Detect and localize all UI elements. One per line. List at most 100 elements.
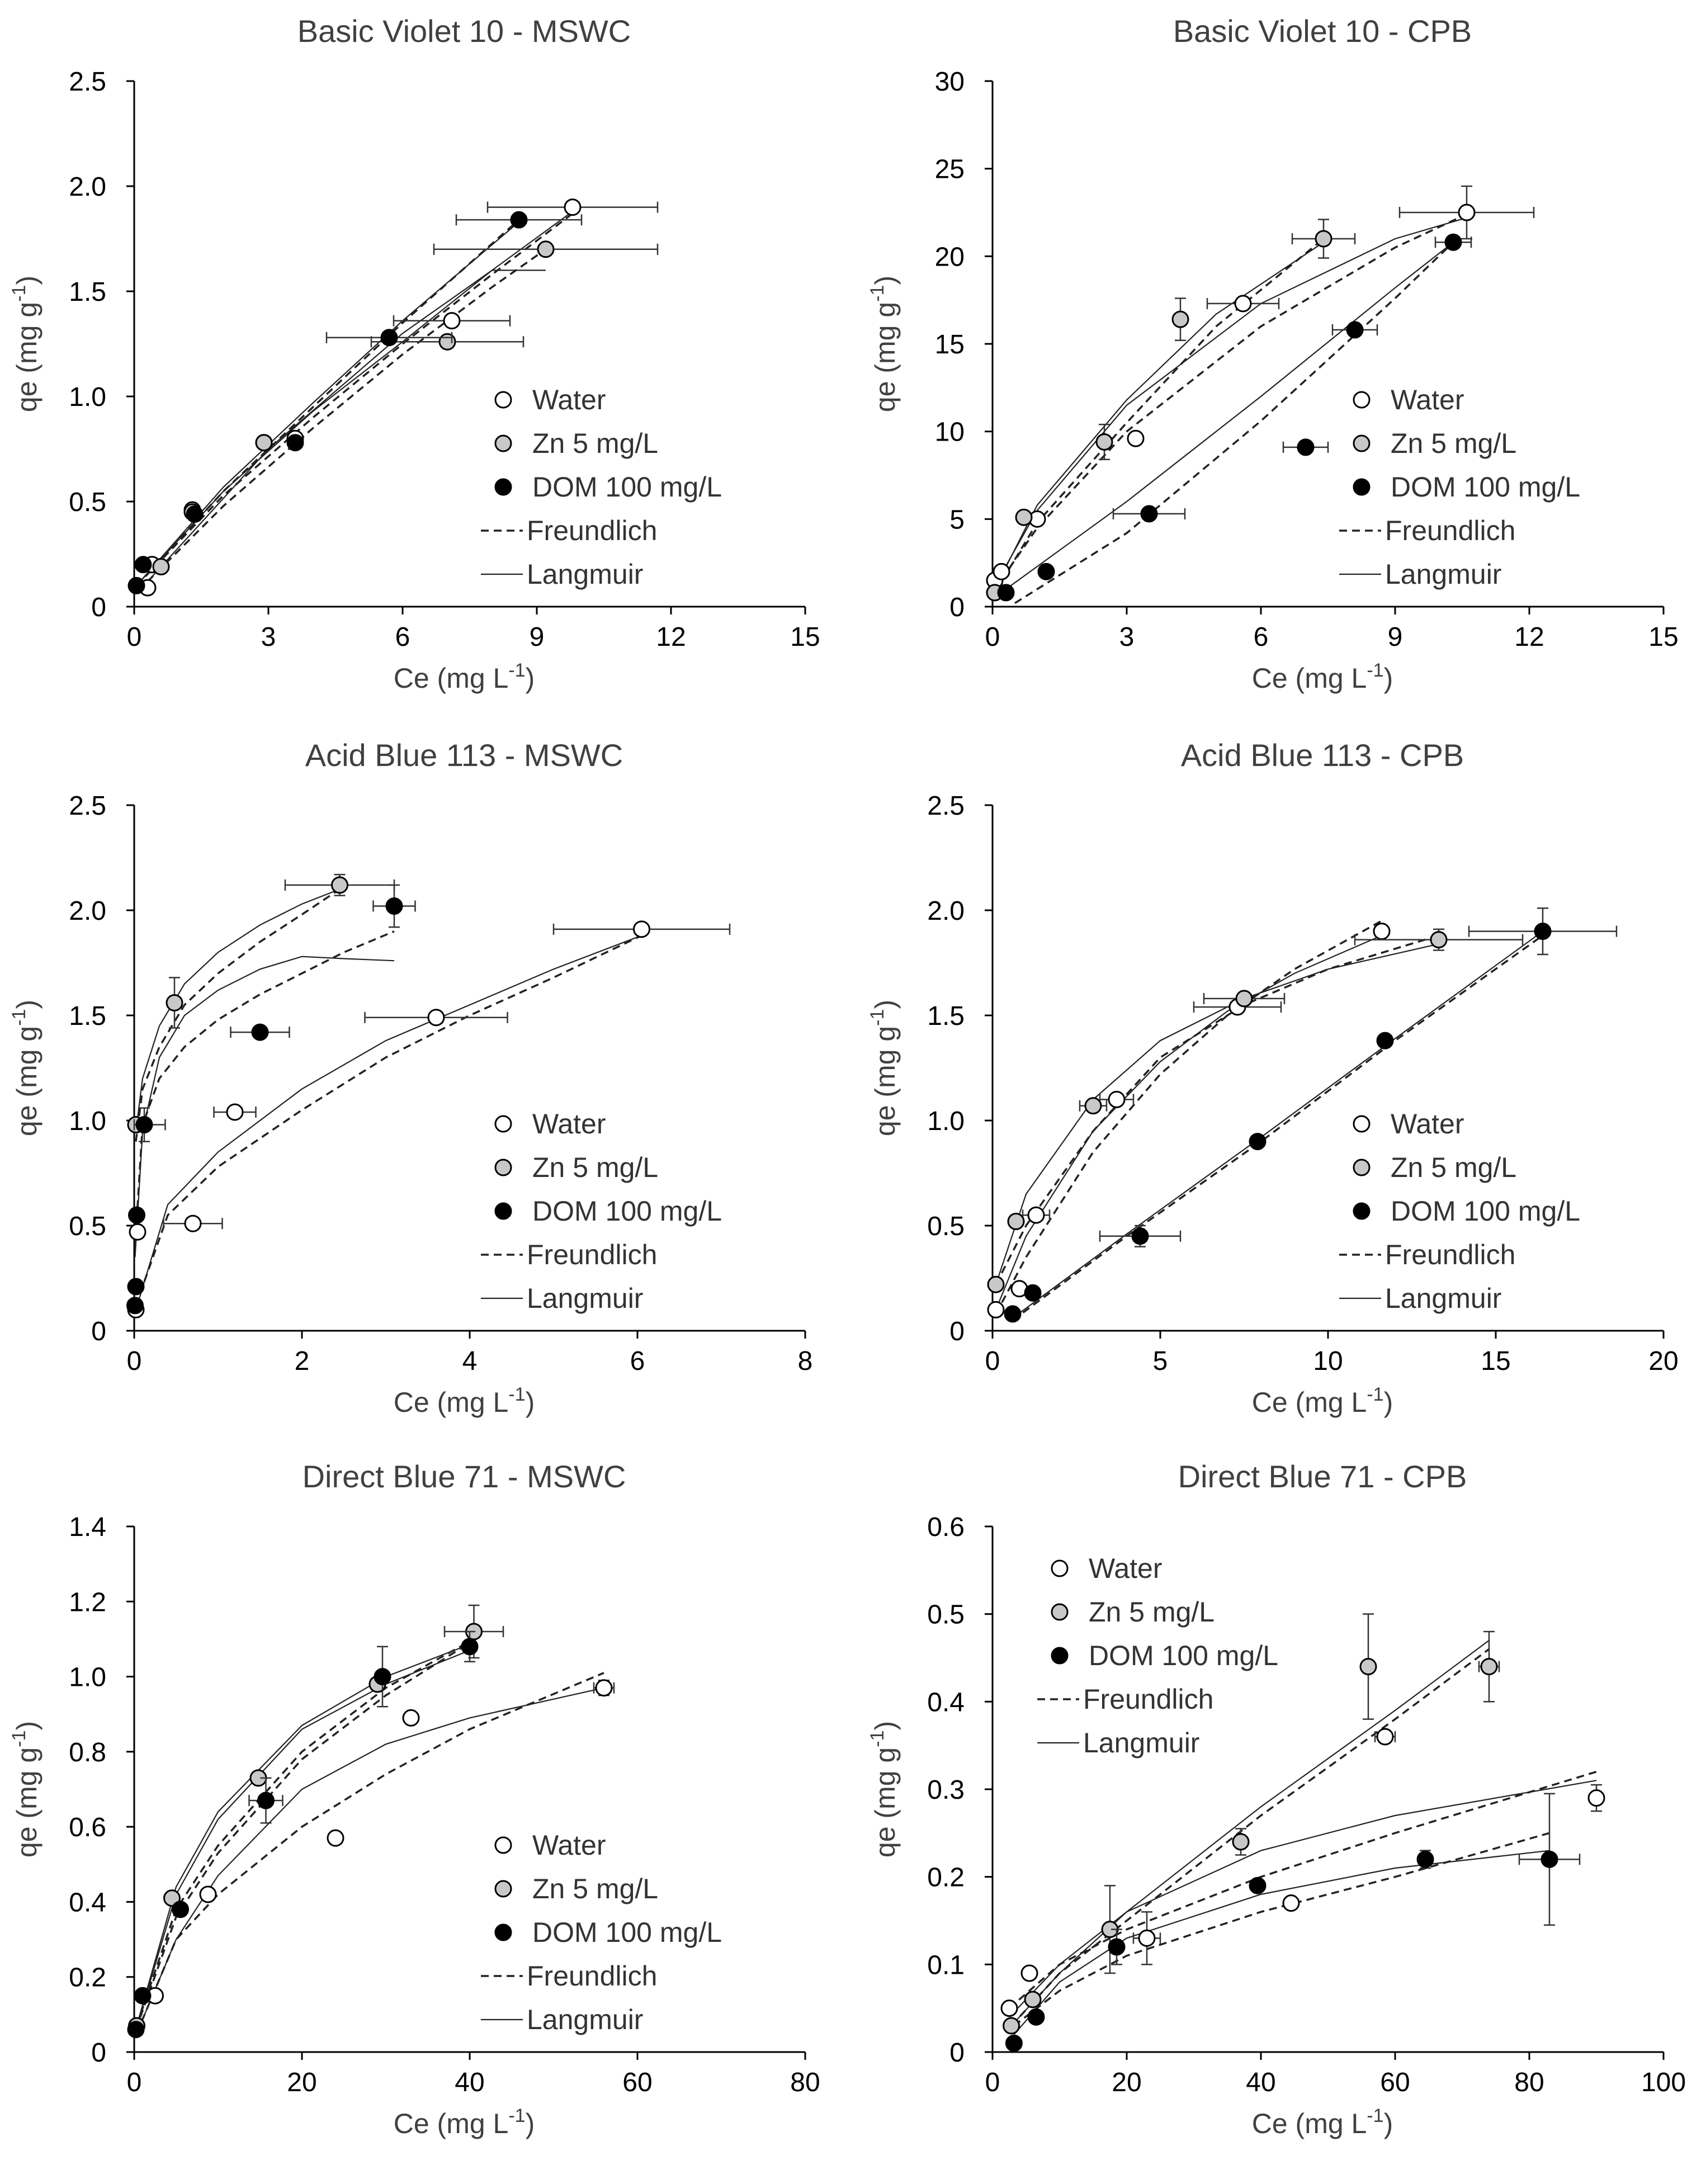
x-tick-label: 10	[1313, 1346, 1343, 1376]
legend-marker-water	[494, 1836, 512, 1854]
langmuir-fit-line	[136, 211, 573, 587]
water-data-point	[1373, 923, 1391, 940]
x-axis-label-text: Ce (mg L	[1252, 663, 1367, 694]
y-axis-label-text: qe (mg g	[870, 302, 901, 412]
dom-data-point	[1444, 233, 1462, 251]
x-tick-label: 20	[1648, 1346, 1678, 1376]
x-tick-label: 6	[630, 1346, 645, 1376]
y-tick-label: 0.2	[69, 1963, 106, 1993]
y-axis-label-end: )	[870, 276, 901, 285]
water-data-point	[226, 1103, 244, 1121]
x-tick-label: 15	[790, 622, 820, 652]
freundlich-fit-line	[147, 248, 547, 583]
chart-title: Acid Blue 113 - CPB	[1181, 738, 1464, 773]
dom-data-point	[1140, 505, 1158, 523]
legend-label-freundlich: Freundlich	[527, 515, 657, 546]
y-axis-label-text: qe (mg g	[11, 302, 42, 412]
chart-panel-2: Basic Violet 10 - CPB 0 3 6 9 12 15 0 5 10 15 20 25 3…	[867, 13, 1679, 694]
legend-marker-water	[1353, 391, 1371, 409]
water-data-point	[1020, 1964, 1038, 1982]
freundlich-fit-line	[135, 1642, 470, 2030]
dom-data-point	[186, 505, 204, 523]
x-tick-label: 12	[1514, 622, 1544, 652]
y-tick-label: 0	[949, 2038, 965, 2068]
water-data-point	[993, 562, 1010, 580]
y-tick-label: 1.5	[927, 1001, 965, 1031]
x-axis-label-end: )	[526, 2108, 535, 2139]
x-tick-label: 15	[1648, 622, 1678, 652]
y-tick-label: 1.0	[69, 382, 106, 412]
x-axis-label-sup: -1	[1367, 660, 1383, 681]
x-tick-label: 5	[1153, 1346, 1168, 1376]
y-tick-label: 2.0	[69, 896, 106, 926]
chart-title: Direct Blue 71 - CPB	[1178, 1459, 1467, 1494]
x-tick-label: 80	[790, 2068, 820, 2097]
y-axis-label-text: qe (mg g	[870, 1026, 901, 1136]
y-tick-label: 0.6	[927, 1512, 965, 1542]
x-axis-label-end: )	[1384, 2108, 1393, 2139]
x-axis-label: Ce (mg L-1)	[1252, 2105, 1393, 2139]
chart-panel-3: Acid Blue 113 - MSWC 0 2 4 6 8 0 0.5 1.0 1.5 2.0 2.…	[8, 738, 812, 1418]
chart-title: Basic Violet 10 - CPB	[1173, 13, 1472, 49]
legend-label-dom: DOM 100 mg/L	[532, 1195, 722, 1227]
y-tick-label: 1.4	[69, 1512, 106, 1542]
y-tick-label: 1.5	[69, 1001, 106, 1031]
dom-data-point	[1108, 1938, 1126, 1956]
y-tick-label: 2.5	[69, 791, 106, 821]
y-tick-label: 2.5	[69, 67, 106, 97]
dom-data-point	[1005, 2034, 1023, 2052]
legend-marker-zn	[494, 1159, 512, 1176]
y-tick-label: 0.4	[69, 1888, 106, 1917]
y-tick-label: 0.3	[927, 1775, 965, 1805]
legend-label-freundlich: Freundlich	[1385, 1239, 1515, 1270]
zn-data-point	[1232, 1833, 1250, 1851]
dom-data-point	[127, 1278, 145, 1296]
y-axis-label-sup: -1	[8, 1731, 30, 1747]
freundlich-fit-line	[1013, 1832, 1550, 2027]
water-data-point	[987, 1301, 1005, 1318]
y-axis-label: qe (mg g-1)	[8, 276, 42, 412]
freundlich-fit-line	[1012, 934, 1544, 1321]
freundlich-fit-line	[994, 213, 1467, 590]
langmuir-fit-line	[134, 956, 395, 1258]
water-data-point	[1108, 1090, 1126, 1108]
y-tick-label: 0	[91, 1317, 106, 1346]
y-axis-label-text: qe (mg g	[11, 1747, 42, 1857]
x-axis-label-text: Ce (mg L	[1252, 2108, 1367, 2139]
dom-data-point	[1416, 1850, 1434, 1868]
y-tick-label: 1.0	[69, 1663, 106, 1693]
x-tick-label: 6	[1254, 622, 1269, 652]
y-tick-label: 0	[91, 593, 106, 622]
langmuir-fit-line	[1013, 1850, 1550, 2035]
dom-data-point	[251, 1023, 269, 1041]
x-tick-label: 6	[395, 622, 410, 652]
dom-data-point	[134, 556, 152, 574]
zn-data-point	[166, 994, 183, 1011]
langmuir-fit-line	[995, 935, 1382, 1310]
y-axis-label: qe (mg g-1)	[867, 1721, 901, 1857]
dom-data-point	[385, 897, 403, 915]
legend-label-water: Water	[532, 384, 606, 415]
freundlich-fit-line	[995, 920, 1382, 1315]
legend-label-langmuir: Langmuir	[1083, 1727, 1199, 1758]
water-data-point	[1587, 1789, 1605, 1807]
legend: Water Zn 5 mg/L DOM 100 mg/L Freundlich Lang…	[1037, 1553, 1278, 1758]
dom-data-point	[135, 1116, 153, 1134]
freundlich-fit-line	[995, 934, 1439, 1285]
legend-label-freundlich: Freundlich	[1385, 515, 1515, 546]
legend-label-water: Water	[1391, 1108, 1464, 1140]
langmuir-fit-line	[1005, 242, 1454, 590]
y-tick-label: 0	[949, 1317, 965, 1346]
water-data-point	[184, 1214, 202, 1232]
x-axis-label-text: Ce (mg L	[394, 663, 509, 694]
y-tick-label: 10	[935, 418, 965, 447]
zn-data-point	[255, 434, 273, 452]
dom-data-point	[1346, 321, 1364, 339]
x-axis-label-text: Ce (mg L	[394, 1387, 509, 1418]
legend-label-langmuir: Langmuir	[527, 2004, 643, 2035]
legend-label-freundlich: Freundlich	[527, 1960, 657, 1992]
x-axis-label-text: Ce (mg L	[1252, 1387, 1367, 1418]
y-axis-label-sup: -1	[867, 1009, 888, 1026]
x-tick-label: 9	[530, 622, 545, 652]
y-axis-label-end: )	[870, 1721, 901, 1731]
